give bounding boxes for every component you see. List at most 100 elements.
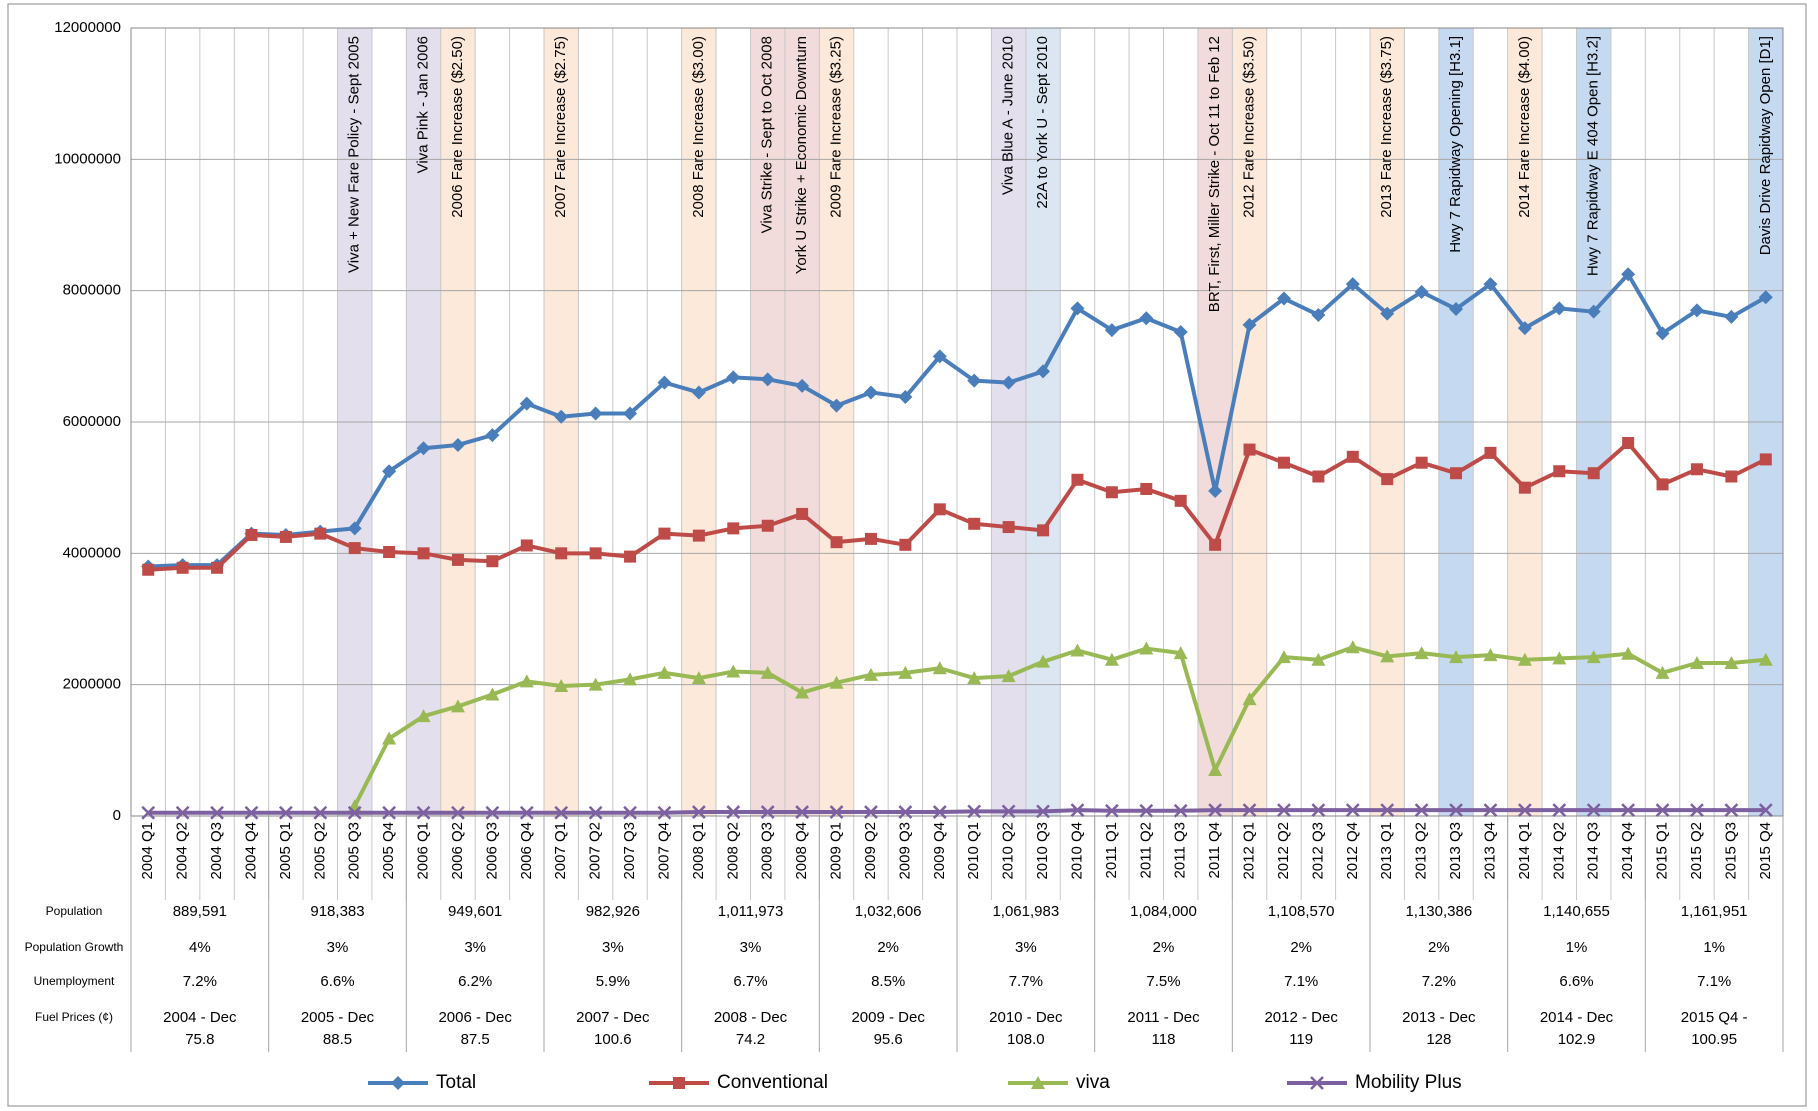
marker <box>519 805 534 820</box>
marker <box>1725 470 1738 483</box>
table-cell: 74.2 <box>736 1031 765 1048</box>
marker <box>1380 306 1395 321</box>
marker <box>1552 651 1567 665</box>
y-tick-label: 2000000 <box>63 676 121 693</box>
marker <box>1690 463 1703 476</box>
table-cell: 2% <box>1290 939 1312 956</box>
marker <box>1001 669 1016 683</box>
x-tick-label: 2010 Q3 <box>1034 822 1051 880</box>
marker <box>829 398 844 413</box>
x-tick-label: 2010 Q1 <box>965 822 982 880</box>
marker <box>967 373 982 388</box>
marker <box>485 428 500 443</box>
marker <box>1139 641 1154 655</box>
x-tick-label: 2013 Q2 <box>1413 822 1430 880</box>
series-line <box>148 272 1767 569</box>
marker <box>417 547 430 560</box>
marker <box>1689 303 1704 318</box>
chart-border <box>7 3 1807 1107</box>
marker <box>1414 646 1429 660</box>
x-tick-label: 2009 Q1 <box>828 822 845 880</box>
table-cell: 108.0 <box>1007 1031 1045 1048</box>
annotation-text: Davis Drive Rapidway Open [D1] <box>1757 36 1774 255</box>
marker <box>1724 309 1739 324</box>
marker <box>175 805 190 820</box>
marker <box>1380 649 1395 663</box>
marker <box>830 536 843 549</box>
marker <box>898 805 913 819</box>
x-tick-label: 2012 Q4 <box>1344 822 1361 880</box>
marker <box>760 372 775 387</box>
marker <box>657 805 672 820</box>
marker <box>382 731 397 745</box>
marker <box>864 532 877 545</box>
table-cell: 2010 - Dec <box>989 1009 1063 1026</box>
marker <box>1070 803 1085 817</box>
marker <box>1001 375 1016 390</box>
marker <box>1242 803 1257 817</box>
marker <box>554 409 569 424</box>
table-cell: 7.5% <box>1146 973 1180 990</box>
x-tick-label: 2013 Q3 <box>1447 822 1464 880</box>
x-tick-label: 2012 Q2 <box>1275 822 1292 880</box>
legend-label: Total <box>436 1072 476 1093</box>
marker <box>1071 473 1084 486</box>
marker <box>864 805 878 819</box>
x-tick-label: 2011 Q4 <box>1206 822 1223 878</box>
marker <box>1517 321 1532 336</box>
x-tick-label: 2015 Q2 <box>1688 822 1705 880</box>
marker <box>450 437 465 452</box>
annotation-text: 2008 Fare Increase ($3.00) <box>690 36 707 218</box>
x-tick-label: 2013 Q4 <box>1481 822 1498 880</box>
row-label: Population <box>46 904 103 918</box>
x-tick-label: 2008 Q4 <box>793 822 810 880</box>
marker <box>1689 655 1704 669</box>
table-cell: 2% <box>877 939 899 956</box>
table-cell: 7.2% <box>183 973 217 990</box>
marker <box>416 441 431 456</box>
marker <box>1139 311 1154 326</box>
marker <box>1312 470 1325 483</box>
marker <box>141 805 156 820</box>
marker <box>1345 803 1360 817</box>
annotation-text: Viva Blue A - June 2010 <box>1000 36 1017 195</box>
marker <box>658 527 671 540</box>
marker <box>1380 803 1395 817</box>
table-cell: 100.95 <box>1691 1031 1737 1048</box>
marker <box>519 674 534 688</box>
table-cell: 6.7% <box>733 973 767 990</box>
marker <box>142 563 155 576</box>
marker <box>555 547 568 560</box>
table-cell: 1,108,570 <box>1268 903 1335 920</box>
marker <box>486 555 499 568</box>
annotation-text: Hwy 7 Rapidway E 404 Open [H3.2] <box>1585 36 1602 276</box>
marker <box>485 805 500 820</box>
table-cell: 3% <box>464 939 486 956</box>
x-tick-label: 2006 Q1 <box>415 822 432 880</box>
y-tick-label: 10000000 <box>54 150 121 167</box>
x-tick-label: 2014 Q2 <box>1550 822 1567 880</box>
x-tick-label: 2014 Q3 <box>1585 822 1602 880</box>
x-tick-label: 2007 Q3 <box>621 822 638 880</box>
legend-label: viva <box>1076 1072 1110 1093</box>
x-tick-label: 2005 Q1 <box>277 822 294 880</box>
marker <box>1449 650 1464 664</box>
marker <box>1517 803 1532 817</box>
marker <box>1621 267 1636 282</box>
x-tick-label: 2005 Q2 <box>311 822 328 880</box>
marker <box>1655 803 1670 817</box>
y-tick-label: 6000000 <box>63 413 121 430</box>
x-tick-label: 2015 Q3 <box>1722 822 1739 880</box>
marker <box>1586 304 1601 319</box>
marker <box>657 375 672 390</box>
table-cell: 1,161,951 <box>1681 903 1748 920</box>
annotation-text: York U Strike + Economic Downturn <box>793 36 810 274</box>
row-label: Population Growth <box>25 940 124 954</box>
marker <box>1621 646 1636 660</box>
marker <box>1140 482 1153 495</box>
marker <box>1414 803 1429 817</box>
marker <box>967 804 982 819</box>
marker <box>1415 456 1428 469</box>
table-cell: 7.7% <box>1009 973 1043 990</box>
marker <box>1552 301 1567 316</box>
